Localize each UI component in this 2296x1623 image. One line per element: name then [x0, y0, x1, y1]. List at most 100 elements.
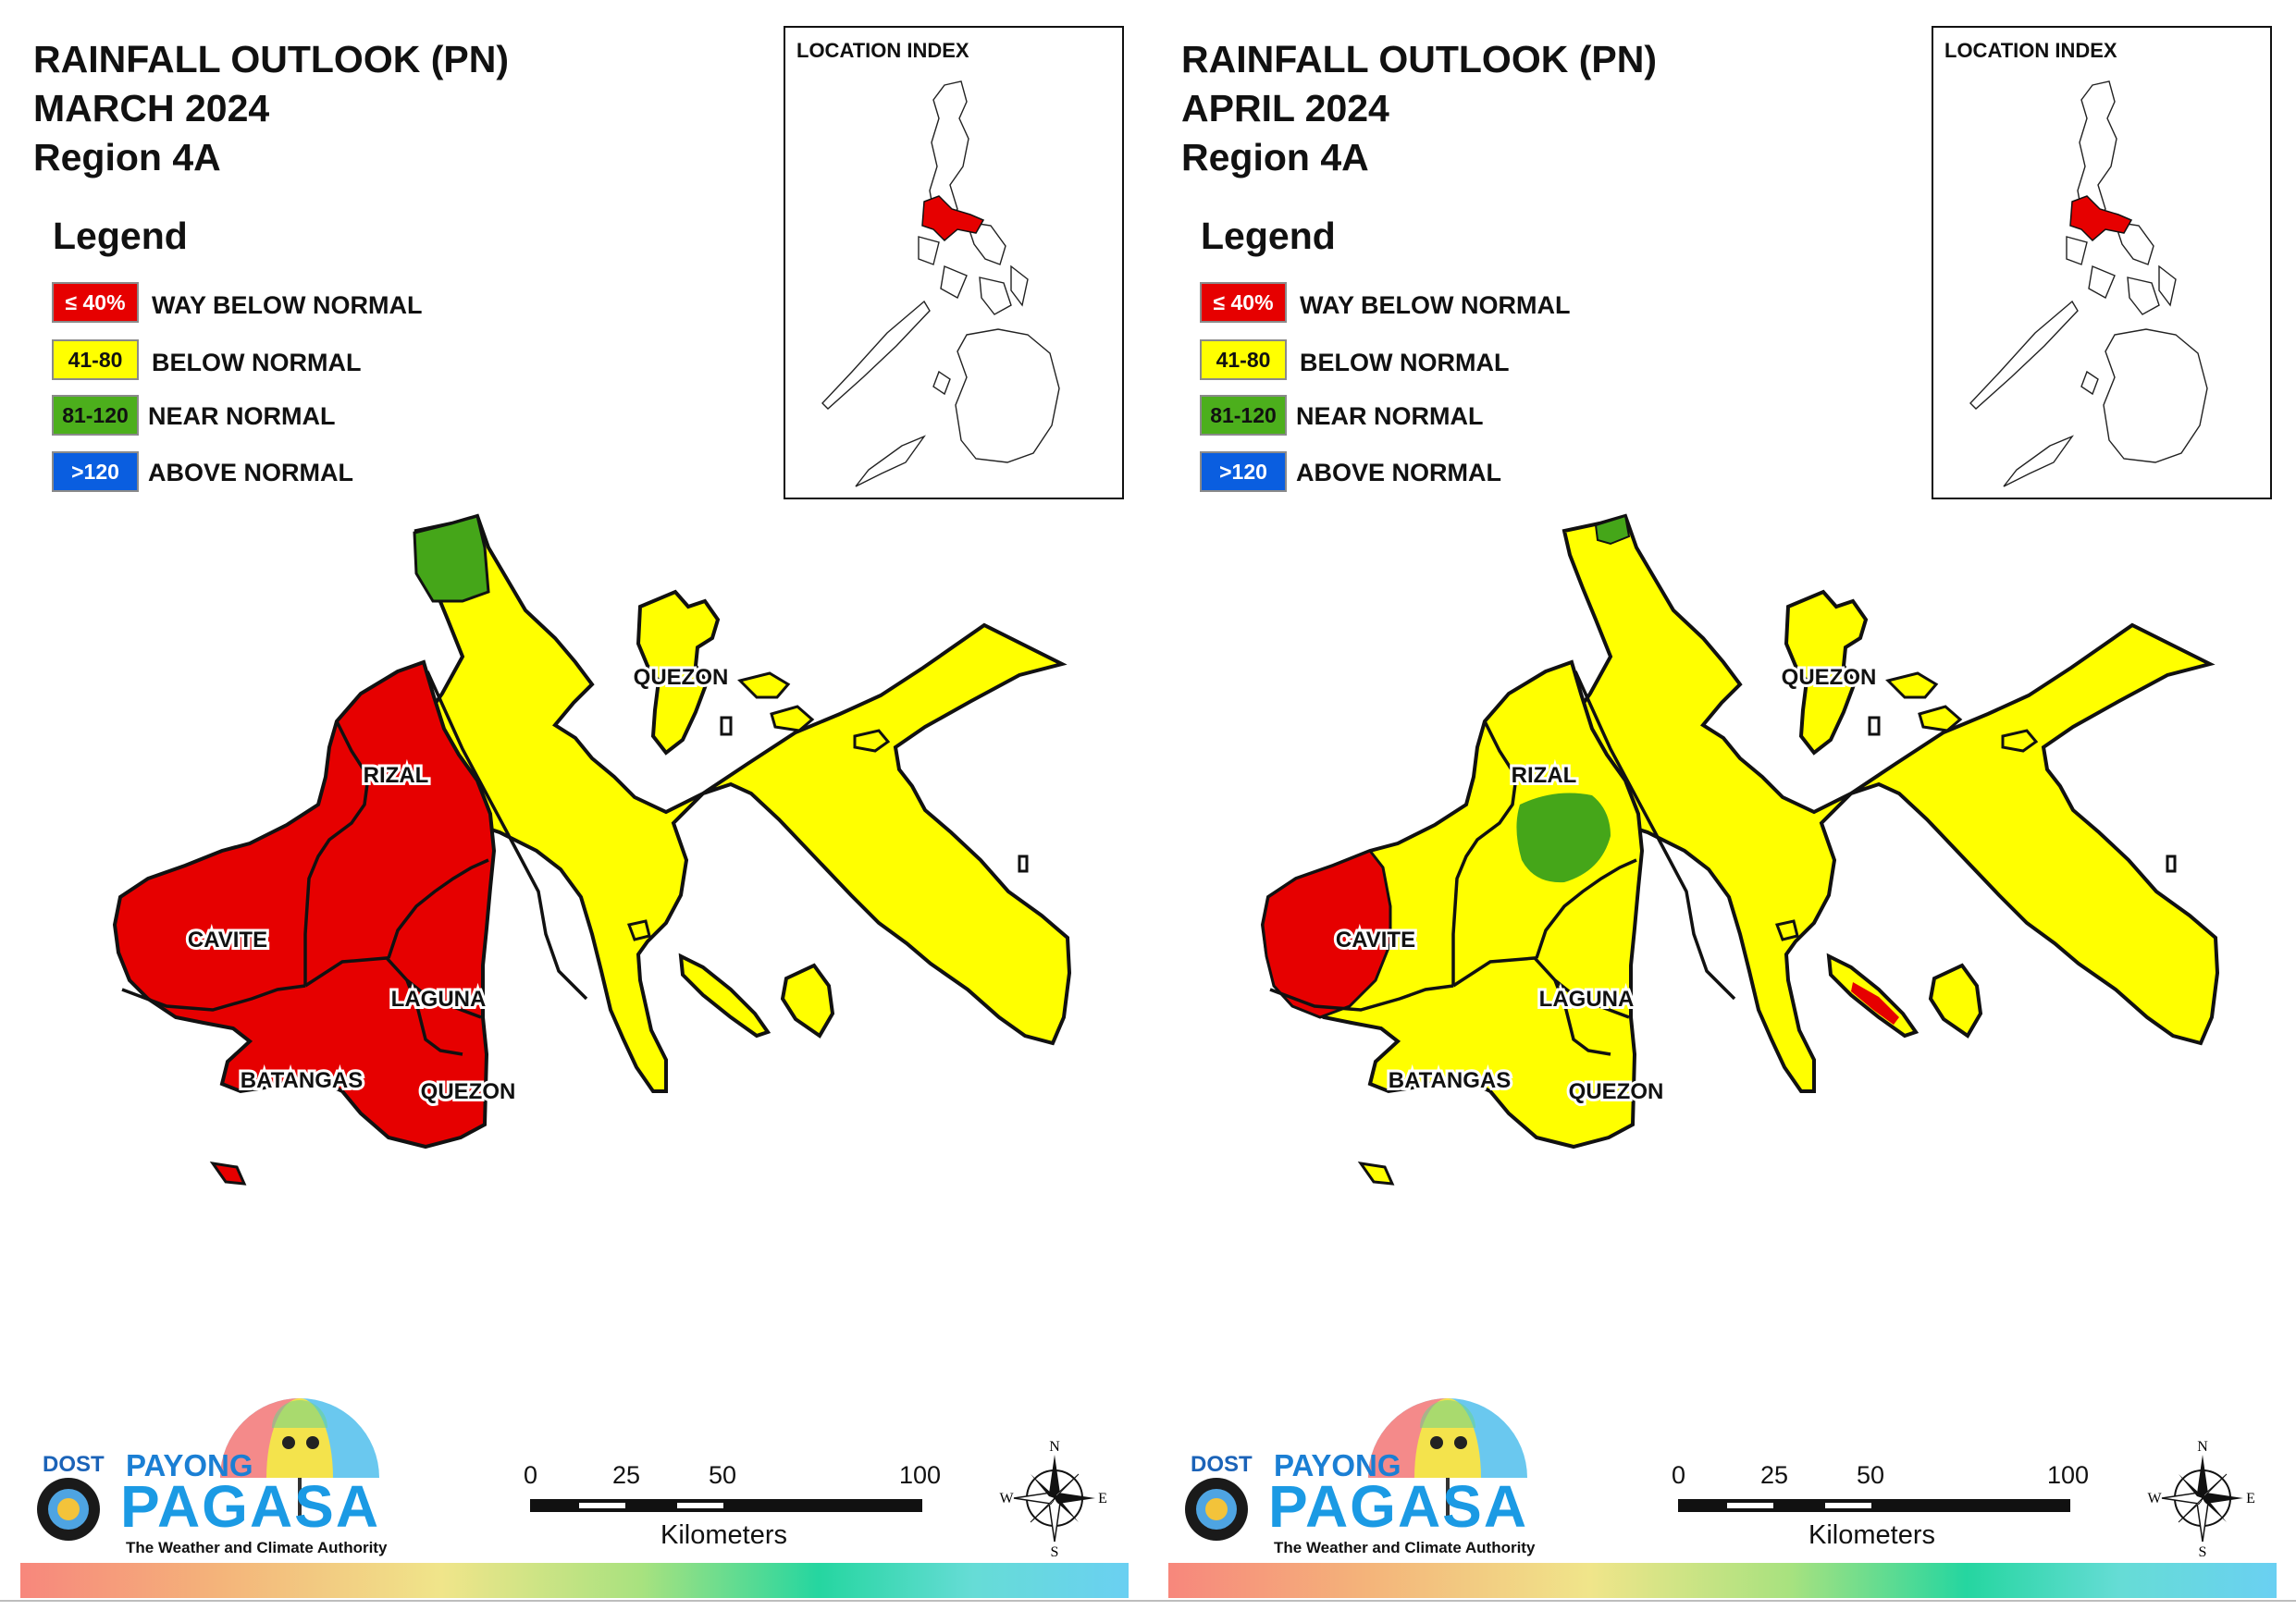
islet: [2001, 729, 2039, 753]
legend-label: BELOW NORMAL: [1300, 349, 1510, 376]
pagasa-label: PAGASA: [120, 1473, 381, 1540]
payong-pagasa-logo: DOST PAYONG PAGASA The Weather and Clima…: [26, 1387, 396, 1563]
near-normal-zone: [413, 514, 490, 603]
legend-swatch: >120: [52, 451, 139, 492]
title-line-1: RAINFALL OUTLOOK (PN): [1181, 38, 1657, 80]
western-provinces: [1260, 659, 1645, 1150]
title-line-1: RAINFALL OUTLOOK (PN): [33, 38, 509, 80]
map-title: RAINFALL OUTLOOK (PN) MARCH 2024 Region …: [33, 35, 509, 182]
legend-label: WAY BELOW NORMAL: [152, 291, 423, 319]
label-quezon-north: QUEZON: [634, 665, 729, 690]
polillo-island: [636, 589, 721, 756]
payong-pagasa-logo: DOST PAYONG PAGASA The Weather and Clima…: [1174, 1387, 1544, 1563]
way-below-normal-zone: [112, 659, 497, 1150]
location-index-inset: LOCATION INDEX: [1932, 26, 2272, 499]
legend-swatch: >120: [1200, 451, 1287, 492]
legend-swatch: ≤ 40%: [1200, 282, 1287, 323]
scale-tick-0: 0: [524, 1461, 538, 1489]
footer-gradient-bar: [1168, 1563, 2277, 1598]
tagline: The Weather and Climate Authority: [126, 1539, 388, 1556]
panel-april: RAINFALL OUTLOOK (PN) APRIL 2024 Region …: [1148, 0, 2296, 1623]
label-batangas: BATANGAS: [1389, 1068, 1511, 1093]
payong-label: PAYONG: [1274, 1448, 1401, 1482]
north-arrow-icon: N S E W: [2147, 1439, 2255, 1558]
alabat-red-zone: [1851, 982, 1899, 1025]
label-rizal: RIZAL: [364, 763, 429, 788]
islet: [1885, 671, 1939, 699]
tagline: The Weather and Climate Authority: [1274, 1539, 1536, 1556]
scale-bar: [530, 1499, 922, 1512]
polillo-island: [1784, 589, 1869, 756]
dost-label: DOST: [43, 1452, 105, 1477]
footer-gradient-bar: [20, 1563, 1129, 1598]
scale-tick-50: 50: [1857, 1461, 1885, 1489]
region-4a-highlight: [921, 195, 985, 242]
compass-e: E: [1098, 1491, 1107, 1506]
islet: [737, 671, 791, 699]
philippines-locator-map: [1969, 80, 2208, 487]
marinduque-shape: [1928, 963, 1983, 1039]
islet: [1357, 1161, 1395, 1186]
footer-line: [0, 1600, 1148, 1602]
label-cavite: CAVITE: [1336, 928, 1415, 953]
near-normal-tip: [1594, 514, 1631, 546]
legend-title: Legend: [1201, 215, 1336, 257]
legend-label: WAY BELOW NORMAL: [1300, 291, 1571, 319]
scale-unit: Kilometers: [1808, 1520, 1935, 1550]
payong-label: PAYONG: [126, 1448, 253, 1482]
label-cavite: CAVITE: [188, 928, 267, 953]
scale-bar: [1678, 1499, 2070, 1512]
legend-swatch: 41-80: [52, 339, 139, 380]
region-4a-map: RIZAL CAVITE LAGUNA BATANGAS QUEZON QUEZ…: [1260, 513, 2220, 1186]
label-batangas: BATANGAS: [241, 1068, 363, 1093]
location-index-inset: LOCATION INDEX: [784, 26, 1124, 499]
islet: [2166, 855, 2177, 873]
region-4a-highlight: [2069, 195, 2133, 242]
scale-tick-0: 0: [1672, 1461, 1686, 1489]
label-quezon-south: QUEZON: [1569, 1079, 1664, 1104]
legend-swatch: ≤ 40%: [52, 282, 139, 323]
compass-w: W: [2147, 1491, 2162, 1506]
islet: [853, 729, 891, 753]
islet: [626, 919, 651, 941]
compass-n: N: [1049, 1439, 1060, 1455]
islet: [770, 705, 815, 732]
inset-label: LOCATION INDEX: [796, 39, 969, 62]
legend-swatch: 41-80: [1200, 339, 1287, 380]
title-month: MARCH 2024: [33, 87, 270, 129]
north-arrow-icon: N S E W: [999, 1439, 1107, 1558]
islet: [1868, 716, 1881, 736]
label-quezon-south: QUEZON: [421, 1079, 516, 1104]
islet: [720, 716, 733, 736]
scale-tick-25: 25: [1760, 1461, 1789, 1489]
title-region: Region 4A: [33, 136, 221, 178]
inset-label: LOCATION INDEX: [1944, 39, 2117, 62]
pagasa-label: PAGASA: [1268, 1473, 1529, 1540]
label-rizal: RIZAL: [1512, 763, 1577, 788]
alabat-island: [678, 953, 772, 1039]
label-laguna: LAGUNA: [1539, 987, 1635, 1012]
scale-tick-50: 50: [709, 1461, 737, 1489]
legend-label: BELOW NORMAL: [152, 349, 362, 376]
near-normal-zone: [1516, 793, 1611, 883]
scale-tick-100: 100: [2047, 1461, 2090, 1489]
dost-label: DOST: [1191, 1452, 1253, 1477]
compass-n: N: [2197, 1439, 2208, 1455]
title-month: APRIL 2024: [1181, 87, 1389, 129]
islet: [1018, 855, 1029, 873]
panel-march: RAINFALL OUTLOOK (PN) MARCH 2024 Region …: [0, 26, 1148, 1602]
legend-label: ABOVE NORMAL: [1296, 459, 1501, 486]
scale-unit: Kilometers: [660, 1520, 787, 1550]
islet: [1918, 705, 1963, 732]
legend-label: NEAR NORMAL: [148, 402, 336, 430]
map-title: RAINFALL OUTLOOK (PN) APRIL 2024 Region …: [1181, 35, 1657, 182]
legend-title: Legend: [53, 215, 188, 257]
compass-e: E: [2246, 1491, 2255, 1506]
label-quezon-north: QUEZON: [1782, 665, 1877, 690]
compass-s: S: [1051, 1544, 1059, 1558]
legend-swatch: 81-120: [1200, 395, 1287, 436]
label-laguna: LAGUNA: [391, 987, 487, 1012]
scale-tick-25: 25: [612, 1461, 641, 1489]
islet: [209, 1161, 247, 1186]
marinduque-shape: [780, 963, 835, 1039]
